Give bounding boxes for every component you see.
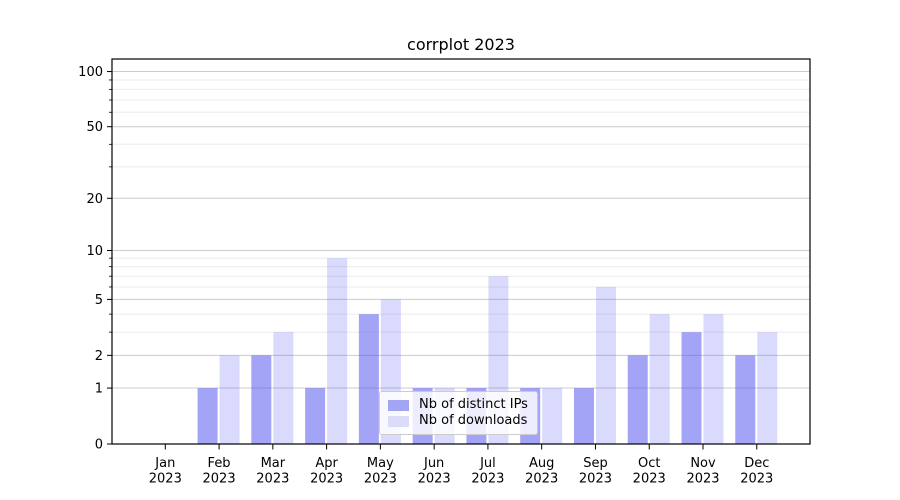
y-tick-label-0: 0	[95, 438, 103, 453]
x-tick-label-aug: Aug 2023	[525, 456, 558, 487]
x-tick-label-oct: Oct 2023	[633, 456, 666, 487]
legend-label-distinct-ips: Nb of distinct IPs	[419, 397, 528, 412]
bar-series1-nov	[703, 314, 724, 444]
x-tick-label-nov: Nov 2023	[686, 456, 719, 487]
x-tick-label-mar: Mar 2023	[256, 456, 289, 487]
x-tick-label-jan: Jan 2023	[149, 456, 182, 487]
x-tick-label-jun: Jun 2023	[418, 456, 451, 487]
y-tick-label-2: 2	[95, 349, 103, 364]
axes-spines	[111, 58, 811, 445]
bar-series1-aug	[542, 388, 563, 444]
bar-series1-oct	[649, 314, 670, 444]
x-tick-label-dec: Dec 2023	[740, 456, 773, 487]
bar-series0-mar	[251, 355, 272, 444]
legend-swatch-distinct-ips	[388, 399, 409, 411]
legend-label-downloads: Nb of downloads	[419, 413, 528, 428]
bar-series0-apr	[305, 388, 326, 444]
bar-series1-dec	[757, 332, 778, 444]
x-tick-label-sep: Sep 2023	[579, 456, 612, 487]
legend-item-distinct-ips: Nb of distinct IPs	[388, 397, 528, 413]
x-tick-label-may: May 2023	[364, 456, 397, 487]
bar-series1-feb	[219, 355, 240, 444]
y-tick-label-20: 20	[86, 192, 103, 207]
bar-series0-dec	[735, 355, 756, 444]
bar-series0-nov	[681, 332, 702, 444]
y-tick-label-5: 5	[95, 293, 103, 308]
bar-series0-may	[358, 314, 379, 444]
bar-series1-mar	[273, 332, 294, 444]
y-tick-label-100: 100	[78, 65, 103, 80]
bar-series0-oct	[627, 355, 648, 444]
y-tick-label-1: 1	[95, 382, 103, 397]
y-tick-label-50: 50	[86, 120, 103, 135]
bar-series1-apr	[327, 258, 348, 444]
bar-series0-sep	[573, 388, 594, 444]
x-tick-label-jul: Jul 2023	[471, 456, 504, 487]
legend-swatch-downloads	[388, 415, 409, 427]
y-tick-label-10: 10	[86, 244, 103, 259]
bar-series1-sep	[595, 286, 616, 444]
x-tick-label-apr: Apr 2023	[310, 456, 343, 487]
legend: Nb of distinct IPs Nb of downloads	[379, 391, 538, 435]
x-tick-label-feb: Feb 2023	[203, 456, 236, 487]
chart-title: corrplot 2023	[407, 35, 515, 54]
bar-series0-feb	[197, 388, 218, 444]
legend-item-downloads: Nb of downloads	[388, 413, 528, 429]
